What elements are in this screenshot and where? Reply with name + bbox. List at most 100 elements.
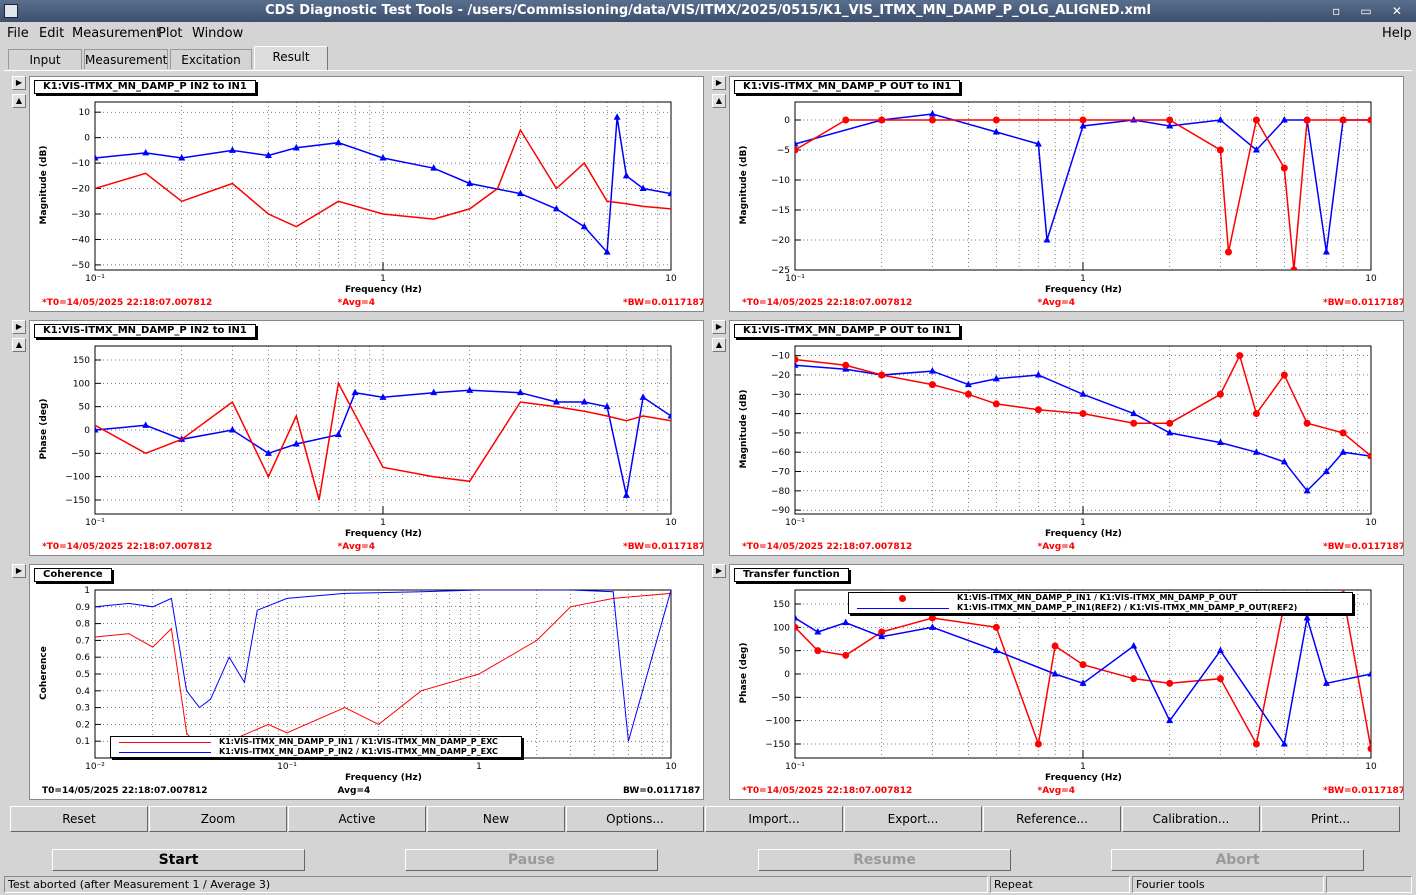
panel-collapse-toggle[interactable]: ▲ [12, 94, 26, 108]
panel-collapse-toggle[interactable]: ▲ [712, 94, 726, 108]
plot-panel-in2-in1-magnitude[interactable]: 10 0 −10 −20 −30 −40 −50 10⁻¹ 1 10 K1:VIS-ITMX_MN_… [29, 76, 704, 312]
y-tick-label: −30 [771, 390, 790, 400]
data-point [580, 222, 588, 230]
data-point [1079, 122, 1087, 129]
tab-measurement[interactable]: Measurement [84, 49, 168, 69]
plot-title[interactable]: K1:VIS-ITMX_MN_DAMP_P IN2 to IN1 [34, 80, 256, 94]
data-point [814, 628, 822, 635]
plot-title[interactable]: K1:VIS-ITMX_MN_DAMP_P OUT to IN1 [734, 324, 961, 338]
plot-canvas[interactable]: −10 −20 −30 −40 −50 −60 −70 −80 −90 10⁻¹ 1 10 [730, 321, 1404, 556]
footer-t0: *T0=14/05/2025 22:18:07.007812 [742, 298, 913, 308]
plot-title[interactable]: K1:VIS-ITMX_MN_DAMP_P IN2 to IN1 [34, 324, 256, 338]
window-title: CDS Diagnostic Test Tools - /users/Commi… [265, 3, 1151, 18]
x-tick-label: 10 [665, 274, 677, 284]
status-message: Test aborted (after Measurement 1 / Aver… [4, 876, 988, 893]
menu-help[interactable]: Help [1382, 26, 1412, 41]
data-point [1280, 457, 1288, 465]
y-tick-label: −30 [71, 210, 90, 220]
x-tick-label: 10 [665, 518, 677, 528]
x-tick-label: 10 [1365, 762, 1377, 772]
x-tick-label: 10 [665, 762, 677, 772]
zoom-button[interactable]: Zoom [149, 806, 287, 832]
tab-input[interactable]: Input [8, 49, 82, 69]
active-button[interactable]: Active [288, 806, 426, 832]
data-point [1130, 675, 1138, 683]
import-button[interactable]: Import... [705, 806, 843, 832]
plot-title[interactable]: Coherence [34, 568, 112, 582]
series-red [95, 592, 671, 751]
tab-result[interactable]: Result [254, 46, 328, 70]
data-point [1034, 140, 1042, 147]
data-point [1290, 266, 1298, 270]
y-tick-label: −50 [71, 449, 90, 459]
legend-swatch [119, 752, 211, 753]
start-button[interactable]: Start [52, 849, 305, 871]
menu-window[interactable]: Window [192, 26, 244, 41]
plot-canvas[interactable]: 1 0.9 0.8 0.7 0.6 0.5 0.4 0.3 0.2 0.1 10⁻² 10⁻¹ 1 10 [30, 565, 704, 800]
data-point [379, 154, 387, 161]
abort-button[interactable]: Abort [1111, 849, 1364, 871]
resume-button[interactable]: Resume [758, 849, 1011, 871]
footer-bw: *BW=0.0117187 [623, 298, 704, 308]
data-point [1280, 740, 1288, 747]
panel-options-toggle[interactable]: ▶ [12, 320, 26, 334]
plot-canvas[interactable]: 150 100 50 0 −50 −100 −150 10⁻¹ 1 10 [730, 565, 1404, 800]
data-point [1166, 716, 1174, 724]
data-point [1252, 448, 1260, 455]
data-point [878, 371, 886, 379]
data-point [667, 412, 671, 419]
plot-panel-coherence[interactable]: 1 0.9 0.8 0.7 0.6 0.5 0.4 0.3 0.2 0.1 10⁻² 10⁻¹ 1 10 C… [29, 564, 704, 800]
print-button[interactable]: Print... [1261, 806, 1400, 832]
legend-entry: K1:VIS-ITMX_MN_DAMP_P_IN1(REF2) / K1:VIS… [849, 603, 1352, 613]
plot-panel-out-in1-magnitude-2[interactable]: −10 −20 −30 −40 −50 −60 −70 −80 −90 10⁻¹ 1 10 K1:VIS… [729, 320, 1404, 556]
plot-panel-out-in1-magnitude[interactable]: 0 −5 −10 −15 −20 −25 10⁻¹ 1 10 K1:VIS-ITMX_MN_DAM… [729, 76, 1404, 312]
menu-edit[interactable]: Edit [39, 26, 65, 41]
reference-button[interactable]: Reference... [983, 806, 1121, 832]
plot-title[interactable]: Transfer function [734, 568, 849, 582]
data-point [1130, 642, 1138, 649]
data-point [928, 623, 936, 630]
y-tick-label: 50 [79, 403, 91, 413]
reset-button[interactable]: Reset [10, 806, 148, 832]
y-tick-label: −70 [771, 468, 790, 478]
panel-options-toggle[interactable]: ▶ [712, 320, 726, 334]
y-tick-label: 0.3 [76, 704, 90, 714]
panel-options-toggle[interactable]: ▶ [712, 564, 726, 578]
menu-measurement[interactable]: Measurement [72, 26, 162, 41]
plot-panel-in2-in1-phase[interactable]: 150 100 50 0 −50 −100 −150 10⁻¹ 1 10 K1:VIS-ITMX_M… [29, 320, 704, 556]
legend-swatch [857, 595, 949, 602]
y-tick-label: −15 [771, 206, 790, 216]
y-tick-label: −100 [65, 473, 90, 483]
result-area [4, 70, 1412, 804]
legend-label: K1:VIS-ITMX_MN_DAMP_P_IN2 / K1:VIS-ITMX_… [219, 747, 498, 756]
options-button[interactable]: Options... [566, 806, 704, 832]
menu-plot[interactable]: Plot [158, 26, 183, 41]
export-button[interactable]: Export... [844, 806, 982, 832]
y-tick-label: −150 [65, 496, 90, 506]
calibration-button[interactable]: Calibration... [1122, 806, 1260, 832]
panel-options-toggle[interactable]: ▶ [12, 76, 26, 90]
plot-canvas[interactable]: 150 100 50 0 −50 −100 −150 10⁻¹ 1 10 [30, 321, 704, 556]
window-menu-icon[interactable] [4, 4, 18, 18]
plot-canvas[interactable]: 10 0 −10 −20 −30 −40 −50 10⁻¹ 1 10 [30, 77, 704, 312]
panel-options-toggle[interactable]: ▶ [12, 564, 26, 578]
data-point [552, 204, 560, 212]
pause-button[interactable]: Pause [405, 849, 658, 871]
panel-options-toggle[interactable]: ▶ [712, 76, 726, 90]
y-tick-label: 0.9 [76, 603, 91, 613]
menu-file[interactable]: File [7, 26, 29, 41]
x-tick-label: 1 [1080, 762, 1086, 772]
plot-title[interactable]: K1:VIS-ITMX_MN_DAMP_P OUT to IN1 [734, 80, 961, 94]
panel-collapse-toggle[interactable]: ▲ [712, 338, 726, 352]
data-point [1034, 740, 1042, 748]
plot-panel-transfer-function[interactable]: 150 100 50 0 −50 −100 −150 10⁻¹ 1 10 Transfer func… [729, 564, 1404, 800]
tab-excitation[interactable]: Excitation [170, 49, 252, 69]
y-tick-label: 0.1 [76, 737, 90, 747]
panel-collapse-toggle[interactable]: ▲ [12, 338, 26, 352]
new-button[interactable]: New [427, 806, 565, 832]
data-point [622, 491, 630, 498]
window-controls[interactable]: ▫ ▭ ✕ [1332, 4, 1410, 18]
y-axis-label: Magnitude (dB) [39, 145, 49, 225]
data-point [964, 390, 972, 398]
